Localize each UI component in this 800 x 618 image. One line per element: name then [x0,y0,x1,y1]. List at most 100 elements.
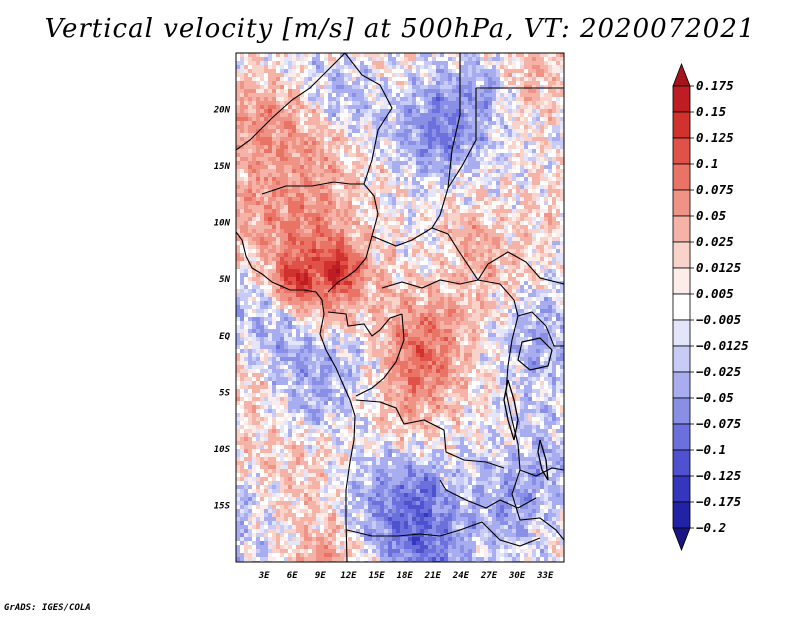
field-cell [380,285,384,289]
field-cell [520,257,524,261]
field-cell [344,153,348,157]
field-cell [296,105,300,109]
field-cell [248,185,252,189]
field-cell [384,109,388,113]
field-cell [520,129,524,133]
field-cell [276,89,280,93]
field-cell [324,217,328,221]
field-cell [304,221,308,225]
field-cell [524,189,528,193]
field-cell [280,121,284,125]
field-cell [396,101,400,105]
field-cell [332,225,336,229]
field-cell [316,141,320,145]
field-cell [368,109,372,113]
field-cell [500,261,504,265]
field-cell [288,113,292,117]
field-cell [348,69,352,73]
field-cell [384,273,388,277]
field-cell [376,85,380,89]
field-cell [504,169,508,173]
field-cell [304,129,308,133]
field-cell [436,197,440,201]
field-cell [528,289,532,293]
field-cell [372,269,376,273]
field-cell [512,209,516,213]
field-cell [300,273,304,277]
field-cell [328,137,332,141]
field-cell [328,117,332,121]
field-cell [360,113,364,117]
field-cell [292,165,296,169]
field-cell [292,293,296,297]
field-cell [372,117,376,121]
field-cell [552,149,556,153]
field-cell [356,109,360,113]
field-cell [540,153,544,157]
field-cell [524,289,528,293]
field-cell [388,173,392,177]
field-cell [332,173,336,177]
field-cell [460,89,464,93]
field-cell [352,157,356,161]
field-cell [368,117,372,121]
field-cell [280,217,284,221]
field-cell [400,285,404,289]
field-cell [532,217,536,221]
field-cell [284,205,288,209]
field-cell [292,181,296,185]
field-cell [452,81,456,85]
field-cell [400,133,404,137]
field-cell [324,253,328,257]
field-cell [304,261,308,265]
field-cell [356,197,360,201]
field-cell [304,53,308,57]
field-cell [412,229,416,233]
field-cell [316,61,320,65]
field-cell [476,69,480,73]
field-cell [236,169,240,173]
field-cell [520,165,524,169]
field-cell [256,173,260,177]
field-cell [548,85,552,89]
field-cell [332,245,336,249]
field-cell [432,89,436,93]
field-cell [484,57,488,61]
field-cell [364,201,368,205]
field-cell [272,217,276,221]
field-cell [252,257,256,261]
field-cell [360,89,364,93]
field-cell [408,281,412,285]
field-cell [300,261,304,265]
field-cell [356,69,360,73]
field-cell [376,225,380,229]
field-cell [288,65,292,69]
field-cell [528,157,532,161]
field-cell [520,221,524,225]
field-cell [324,185,328,189]
field-cell [356,149,360,153]
field-cell [332,81,336,85]
field-cell [504,77,508,81]
field-cell [556,73,560,77]
field-cell [392,221,396,225]
field-cell [324,161,328,165]
field-cell [520,77,524,81]
field-cell [236,185,240,189]
field-cell [480,141,484,145]
field-cell [456,249,460,253]
field-cell [488,117,492,121]
field-cell [364,293,368,297]
field-cell [260,289,264,293]
field-cell [532,133,536,137]
field-cell [404,277,408,281]
field-cell [452,73,456,77]
field-cell [556,257,560,261]
field-cell [412,157,416,161]
field-cell [532,109,536,113]
field-cell [504,165,508,169]
field-cell [332,233,336,237]
field-cell [384,249,388,253]
field-cell [408,125,412,129]
field-cell [512,69,516,73]
